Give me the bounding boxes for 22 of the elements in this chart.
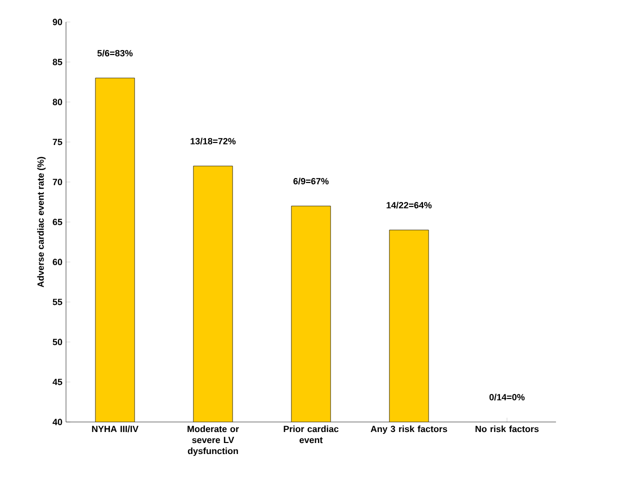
data-label: 6/9=67%	[293, 178, 329, 184]
text: 0/14=0%	[489, 394, 525, 400]
x-tick-label: NYHA III/IV	[92, 426, 138, 432]
data-label: 5/6=83%	[97, 50, 133, 56]
y-axis-title: Adverse cardiac event rate (%)	[37, 156, 46, 288]
x-tick-label: No risk factors	[476, 426, 539, 432]
y-tick-label: 90	[52, 18, 62, 26]
y-tick-label: 50	[52, 338, 62, 346]
data-label: 14/22=64%	[386, 202, 432, 208]
x-tick-label: Moderate or severe LV dysfunction	[188, 426, 239, 456]
y-tick-label: 85	[52, 58, 62, 66]
y-tick-label: 70	[52, 178, 62, 186]
y-tick-label: 65	[52, 218, 62, 226]
y-tick-label: 80	[52, 98, 62, 106]
x-tick-label: Any 3 risk factors	[370, 426, 448, 434]
y-tick-label: 55	[52, 298, 62, 306]
y-tick-label: 75	[52, 138, 62, 146]
x-tick-label: Prior cardiac event	[284, 426, 338, 444]
y-tick-label: 40	[52, 418, 62, 426]
y-tick-label: 60	[52, 258, 62, 266]
y-tick-label: 45	[52, 378, 62, 386]
data-label: 13/18=72%	[190, 138, 236, 144]
